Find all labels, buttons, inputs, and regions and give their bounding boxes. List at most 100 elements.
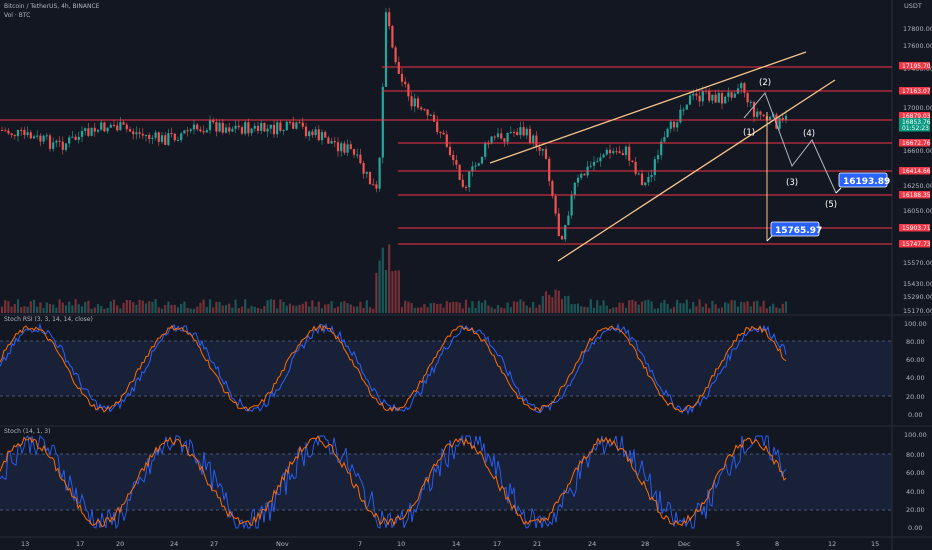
volume-bar <box>618 302 621 313</box>
oscillator-line <box>0 435 787 528</box>
wave-projection-path[interactable] <box>743 92 837 194</box>
candle-body <box>141 133 144 136</box>
volume-bar <box>535 307 538 313</box>
price-badge-label: 16672.76 <box>902 140 931 147</box>
volume-bar <box>266 300 269 313</box>
candle-body <box>554 196 557 214</box>
time-tick: 24 <box>588 540 596 548</box>
candle-body <box>7 130 10 134</box>
volume-bar <box>20 307 23 313</box>
volume-bar <box>58 299 61 313</box>
symbol-title[interactable]: Bitcoin / TetherUS, 4h, BINANCE <box>4 3 100 10</box>
stoch-tick: 40.00 <box>906 488 925 496</box>
candle-body <box>224 127 228 133</box>
volume-bar <box>602 300 605 313</box>
volume-bar <box>512 301 516 313</box>
candle-body <box>144 134 148 136</box>
price-badge-label: 16853.76 <box>902 119 931 126</box>
candle-body <box>602 154 605 158</box>
volume-bars <box>0 244 788 313</box>
volume-bar <box>599 305 602 313</box>
volume-bar <box>132 302 135 313</box>
volume-bar <box>752 301 756 313</box>
candle-body <box>618 151 621 154</box>
candle-body <box>599 157 602 162</box>
volume-bar <box>228 303 231 313</box>
candle-body <box>186 130 189 132</box>
volume-bar <box>42 308 45 313</box>
candle-body <box>48 135 52 149</box>
volume-bar <box>237 308 240 313</box>
volume-bar <box>554 289 557 313</box>
candle-body <box>320 132 324 141</box>
volume-bar <box>327 304 330 313</box>
candle-body <box>148 134 151 139</box>
volume-bar <box>637 304 640 313</box>
candle-body <box>650 175 653 178</box>
volume-bar <box>567 295 570 313</box>
volume-bar <box>660 302 663 313</box>
stoch-rsi-band <box>0 341 892 396</box>
wedge-upper-line[interactable] <box>489 51 807 164</box>
stoch-rsi-tick: 0.00 <box>908 411 922 419</box>
volume-bar <box>301 303 304 313</box>
candle-body <box>0 130 4 131</box>
target-box-upper[interactable] <box>838 172 888 188</box>
volume-bar <box>375 272 378 313</box>
wedge-lower-line[interactable] <box>557 79 836 262</box>
candle-body <box>720 93 724 104</box>
volume-bar <box>423 304 426 313</box>
volume-bar <box>356 306 359 313</box>
price-badge <box>899 62 930 70</box>
volume-bar <box>218 301 221 313</box>
candle-body <box>378 157 381 189</box>
horizontal-levels[interactable] <box>0 66 892 245</box>
target-box-lower[interactable] <box>770 221 820 237</box>
volume-bar <box>256 308 260 313</box>
volume-bar <box>205 306 208 313</box>
volume-bar <box>349 304 352 313</box>
candle-body <box>314 129 317 136</box>
volume-bar <box>90 308 93 313</box>
volume-bar <box>324 304 327 313</box>
price-tick: 15570.00 <box>903 259 932 267</box>
volume-bar <box>247 308 250 313</box>
candle-body <box>192 124 196 130</box>
candle-body <box>119 122 122 131</box>
stoch-rsi-title[interactable]: Stoch RSI (3, 3, 14, 14, close) <box>4 316 93 323</box>
candle-body <box>663 136 666 142</box>
candle-body <box>532 135 535 144</box>
candle-body <box>375 184 378 189</box>
candle-body <box>535 135 538 147</box>
candle-body <box>93 127 96 132</box>
candle-body <box>64 143 68 150</box>
volume-bar <box>484 299 487 313</box>
oscillator-line <box>0 324 787 413</box>
candle-body <box>253 125 256 129</box>
volume-bar <box>106 307 109 313</box>
candle-body <box>404 81 407 85</box>
candle-body <box>576 177 580 183</box>
volume-bar <box>653 308 656 313</box>
volume-bar <box>93 307 96 313</box>
candle-body <box>327 137 330 144</box>
candle-body <box>548 158 551 182</box>
stoch-title[interactable]: Stoch (14, 1, 3) <box>4 428 51 435</box>
wave-label-1: (1) <box>743 128 755 138</box>
volume-bar <box>612 307 615 313</box>
candle-body <box>234 125 237 129</box>
target-arrow <box>766 235 773 242</box>
volume-bar <box>656 308 660 313</box>
candle-body <box>164 135 167 145</box>
candle-body <box>756 111 759 117</box>
volume-bar <box>170 305 173 313</box>
volume-legend[interactable]: Vol · BTC <box>4 12 31 19</box>
volume-bar <box>285 305 288 313</box>
candle-body <box>343 143 346 153</box>
volume-bar <box>471 300 474 313</box>
candle-body <box>538 146 541 151</box>
volume-bar <box>391 271 394 313</box>
candle-body <box>416 98 420 108</box>
volume-bar <box>570 304 573 313</box>
